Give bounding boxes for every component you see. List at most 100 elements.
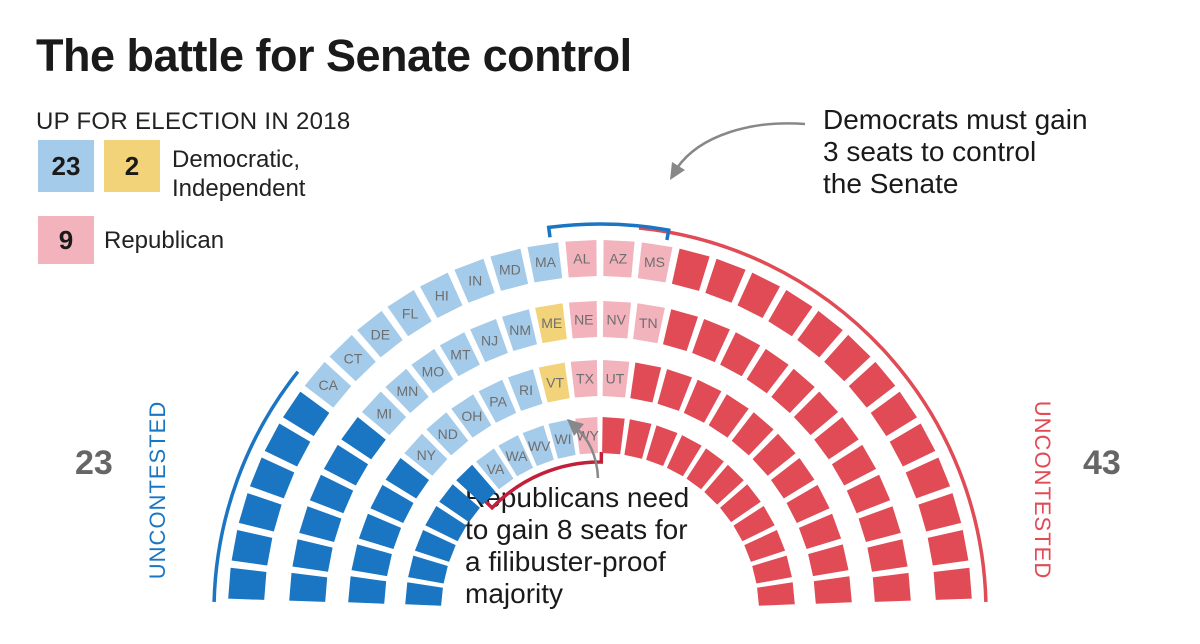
seat-rep-uncontested	[683, 379, 722, 423]
right-uncontested-count: 43	[1083, 444, 1121, 482]
seat-rep-uncontested	[757, 582, 795, 606]
seat-rep-uncontested	[708, 394, 749, 438]
legend-rep-swatch: 9	[38, 216, 94, 264]
seat-rep-uncontested	[746, 348, 789, 394]
left-uncontested-label: UNCONTESTED	[145, 401, 170, 579]
seat-dem-uncontested	[289, 572, 328, 602]
page-title: The battle for Senate control	[36, 30, 632, 81]
republicans-arrow-head	[567, 419, 584, 436]
seat-label-mi: MI	[377, 406, 393, 422]
legend-dem-ind-label-line1: Democratic,	[172, 146, 301, 173]
seat-label-vt: VT	[546, 374, 564, 390]
seat-dem-uncontested	[283, 391, 330, 437]
seat-az	[603, 240, 635, 278]
seat-rep-uncontested	[602, 417, 625, 455]
seat-rep-uncontested	[918, 493, 962, 532]
seat-va	[476, 448, 514, 490]
seat-rep-uncontested	[752, 433, 796, 476]
legend-ind-count: 2	[124, 150, 140, 181]
seat-wa	[498, 435, 534, 477]
seat-dem-uncontested	[264, 423, 311, 467]
seat-rep-uncontested	[686, 448, 724, 490]
seat-rep-uncontested	[813, 576, 852, 604]
left-uncontested-bracket	[212, 370, 300, 602]
seat-rep-uncontested	[870, 391, 917, 437]
seat-ne	[569, 301, 598, 339]
seat-wv	[522, 425, 554, 466]
seat-dem-uncontested	[292, 539, 333, 572]
seat-tn	[633, 303, 665, 344]
seat-oh	[451, 394, 492, 438]
seat-md	[490, 248, 529, 291]
seat-label-ma: MA	[535, 254, 557, 270]
seat-rep-uncontested	[786, 484, 830, 523]
seat-label-tn: TN	[639, 315, 658, 331]
seat-label-ca: CA	[318, 377, 338, 393]
seat-label-nm: NM	[509, 322, 531, 338]
seat-al	[565, 240, 597, 278]
seat-label-wi: WI	[554, 431, 571, 447]
seat-dem-uncontested	[299, 506, 342, 542]
seat-ms	[637, 242, 673, 283]
seat-mo	[411, 348, 454, 394]
seat-dem-uncontested	[385, 458, 429, 499]
republicans-annotation-line2: to gain 8 seats for	[465, 514, 688, 545]
seat-rep-uncontested	[927, 530, 969, 566]
left-uncontested-count: 23	[75, 444, 113, 482]
seat-dem-uncontested	[358, 513, 402, 549]
seat-label-fl: FL	[402, 305, 419, 321]
seat-rep-uncontested	[808, 544, 849, 577]
seat-label-wa: WA	[505, 448, 528, 464]
seat-rep-uncontested	[872, 572, 911, 602]
seat-label-nv: NV	[606, 311, 626, 327]
seat-label-ne: NE	[574, 311, 593, 327]
seat-ny	[404, 433, 448, 476]
seat-rep-uncontested	[704, 464, 744, 505]
legend-rep-count: 9	[58, 224, 74, 255]
seat-dem-uncontested	[309, 474, 354, 514]
seat-wi	[548, 419, 576, 459]
seat-rep-uncontested	[933, 567, 972, 600]
seat-nm	[502, 309, 537, 351]
seat-dem-uncontested	[249, 457, 295, 499]
legend-ind-swatch: 2	[104, 140, 160, 192]
seat-label-me: ME	[541, 315, 562, 331]
seat-dem-uncontested	[231, 530, 273, 566]
seat-label-oh: OH	[461, 408, 482, 424]
seat-ct	[329, 334, 376, 382]
seat-label-mt: MT	[450, 346, 471, 362]
right-uncontested-bracket	[638, 226, 988, 602]
seat-label-az: AZ	[609, 251, 627, 267]
democrats-arrow-head	[670, 162, 685, 180]
seat-dem-uncontested	[238, 493, 282, 532]
seat-hi	[420, 272, 463, 318]
seat-rep-uncontested	[671, 248, 710, 291]
seat-rep-uncontested	[797, 310, 843, 358]
seat-label-md: MD	[499, 262, 521, 278]
seat-rep-uncontested	[771, 368, 815, 413]
seat-dem-uncontested	[408, 555, 448, 584]
seat-label-ny: NY	[417, 447, 437, 463]
seat-in	[454, 258, 495, 303]
republicans-annotation-line4: majority	[465, 578, 564, 609]
seat-label-ri: RI	[519, 382, 533, 398]
contested-democratic-bracket	[483, 451, 604, 511]
seat-mn	[385, 368, 429, 413]
seat-rep-uncontested	[663, 309, 698, 351]
seat-pa	[478, 379, 517, 423]
seat-rep-uncontested	[858, 506, 901, 542]
seat-rep-uncontested	[798, 513, 842, 549]
seat-rep-uncontested	[793, 391, 839, 436]
seat-rep-uncontested	[720, 332, 761, 377]
seat-rep-uncontested	[889, 423, 936, 467]
seat-ma	[527, 242, 563, 283]
seat-nj	[470, 319, 508, 363]
democrats-arrow	[675, 122, 806, 169]
legend-rep-label: Republican	[104, 227, 225, 254]
seat-label-wv: WV	[528, 438, 551, 454]
democrats-annotation-line2: 3 seats to control	[823, 136, 1037, 167]
seat-label-ct: CT	[344, 350, 363, 366]
seat-rep-uncontested	[733, 506, 775, 542]
seat-rep-uncontested	[737, 272, 780, 318]
seat-label-mn: MN	[397, 383, 419, 399]
